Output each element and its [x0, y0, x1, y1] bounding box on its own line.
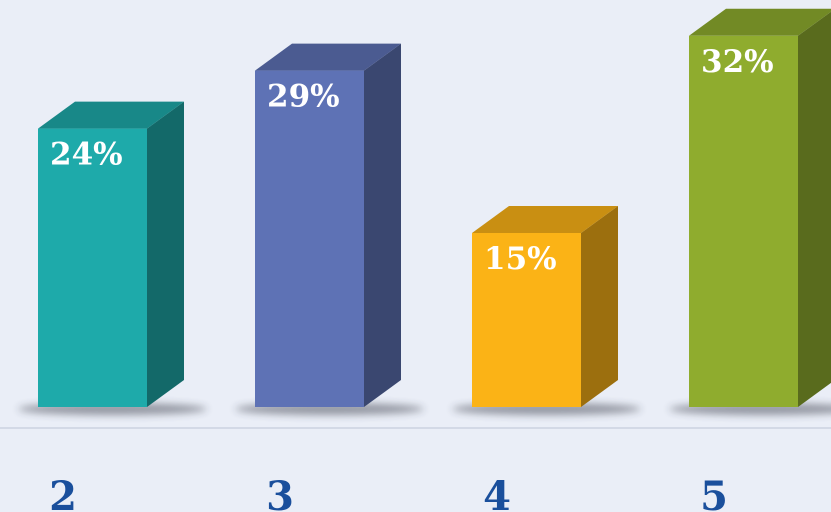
bar-top [255, 43, 401, 71]
x-tick-label: 4 [483, 473, 511, 512]
value-label: 24% [50, 137, 123, 173]
bar-side [147, 101, 184, 407]
bar [38, 128, 147, 407]
value-label: 32% [701, 44, 774, 80]
bar-side [581, 206, 618, 407]
bar [472, 233, 581, 407]
bar-top [689, 8, 831, 36]
value-label: 29% [267, 79, 340, 115]
value-label: 15% [484, 241, 557, 277]
x-tick-label: 3 [266, 473, 294, 512]
x-tick-label: 5 [700, 473, 728, 512]
bar-side [798, 11, 831, 407]
bar [255, 70, 364, 407]
bar-side [364, 43, 401, 407]
x-tick-label: 2 [49, 473, 77, 512]
bar [689, 35, 798, 408]
bar-top [472, 206, 618, 233]
bar-top [38, 101, 184, 129]
